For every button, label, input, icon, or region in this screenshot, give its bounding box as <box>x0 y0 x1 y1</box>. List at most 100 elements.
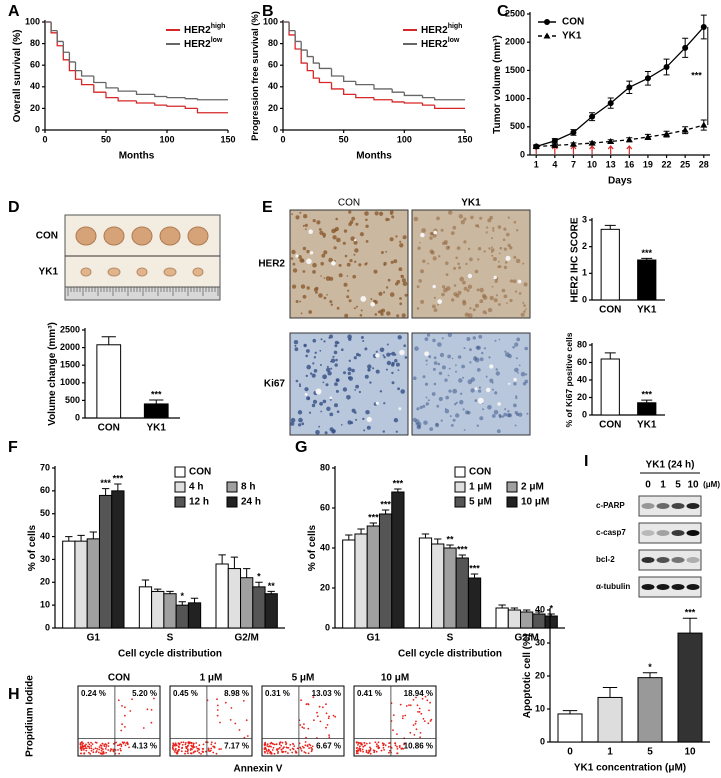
marker <box>626 84 633 91</box>
y-axis-label: Progression free survival (%) <box>249 11 260 141</box>
event-dot <box>91 743 94 745</box>
ihc-cell <box>400 389 406 394</box>
ihc-cell <box>520 312 525 317</box>
ihc-cell <box>462 299 466 304</box>
event-dot <box>186 750 189 753</box>
ihc-cell <box>522 262 525 265</box>
event-dot <box>270 745 272 748</box>
legend-name: HER2 <box>184 39 211 50</box>
marker <box>569 140 577 147</box>
survival-step <box>403 101 423 104</box>
blot-strip <box>638 522 702 544</box>
x-tick-label: CON <box>599 420 621 431</box>
survival-step <box>391 99 405 103</box>
ihc-cell <box>475 303 479 308</box>
event-dot <box>104 743 107 746</box>
survival-step <box>117 97 137 102</box>
bar <box>227 568 242 629</box>
event-dot <box>207 747 210 750</box>
panel-letter: B <box>262 3 274 20</box>
bar <box>637 402 657 416</box>
row-label: CON <box>36 231 58 242</box>
event-dot <box>100 749 103 752</box>
ihc-cell <box>323 277 326 279</box>
ihc-cell <box>498 303 501 306</box>
legend-label: YK1 <box>562 31 582 42</box>
ihc-void <box>497 402 501 406</box>
event-dot <box>214 742 217 745</box>
ihc-cell <box>330 358 336 363</box>
survival-step <box>300 49 308 64</box>
event-dot <box>355 752 358 755</box>
event-dot <box>180 741 183 744</box>
ihc-cell <box>422 375 426 379</box>
x-tick-label: G1 <box>367 633 381 644</box>
event-dot <box>213 746 216 748</box>
event-dot <box>109 750 112 752</box>
ihc-cell <box>512 346 515 349</box>
ihc-cell <box>306 286 310 290</box>
ihc-cell <box>429 236 433 240</box>
error-bar <box>218 554 226 564</box>
ihc-cell <box>514 290 518 293</box>
ihc-cell <box>507 243 511 248</box>
error-bar <box>522 609 531 612</box>
ihc-cell <box>516 413 519 416</box>
event-dot <box>408 704 410 706</box>
event-dot <box>192 751 195 754</box>
ihc-void <box>474 387 478 391</box>
event-dot <box>384 744 387 747</box>
ihc-cell <box>313 369 318 373</box>
ihc-cell <box>507 410 510 413</box>
error-bar <box>89 531 98 539</box>
ihc-cell <box>490 237 493 240</box>
event-dot <box>404 714 407 717</box>
ihc-cell <box>442 241 446 246</box>
ihc-cell <box>459 400 464 405</box>
ihc-cell <box>312 362 315 365</box>
y-tick-label: 80 <box>577 339 587 349</box>
ihc-cell <box>397 387 400 391</box>
ihc-void <box>508 382 511 385</box>
event-dot <box>187 749 189 751</box>
error-bar <box>498 604 506 608</box>
event-dot <box>278 746 281 749</box>
event-dot <box>400 747 403 750</box>
event-dot <box>424 695 427 698</box>
ihc-void <box>505 255 511 261</box>
ihc-cell <box>386 311 391 316</box>
ihc-cell <box>485 375 488 378</box>
ihc-cell <box>491 414 496 418</box>
event-dot <box>174 749 177 752</box>
event-dot <box>271 742 274 745</box>
ihc-cell <box>399 297 402 300</box>
y-tick-label: 60 <box>40 485 50 495</box>
ihc-cell <box>433 356 437 360</box>
ihc-cell <box>301 422 305 426</box>
blot-row-label: α-tubulin <box>596 582 630 591</box>
ihc-cell <box>479 299 484 304</box>
ihc-cell <box>290 417 296 423</box>
bar <box>600 228 620 301</box>
event-dot <box>142 727 145 729</box>
x-tick-label: 150 <box>220 134 235 144</box>
event-dot <box>412 699 415 701</box>
event-dot <box>278 743 281 746</box>
survival-step <box>330 68 344 77</box>
event-dot <box>399 703 402 706</box>
ihc-cell <box>299 300 302 303</box>
event-dot <box>216 698 218 701</box>
event-dot <box>90 745 92 747</box>
y-tick-label: 60 <box>268 60 278 70</box>
ihc-cell <box>380 211 382 214</box>
error-bar <box>141 579 150 587</box>
x-tick-label: G1 <box>87 633 101 644</box>
ihc-cell <box>441 365 446 370</box>
legend-label: 8 h <box>241 482 255 493</box>
event-dot <box>328 715 330 718</box>
ihc-cell <box>373 300 378 305</box>
event-dot <box>100 747 103 749</box>
ihc-cell <box>393 418 399 423</box>
event-dot <box>380 749 383 752</box>
ihc-cell <box>358 390 361 394</box>
